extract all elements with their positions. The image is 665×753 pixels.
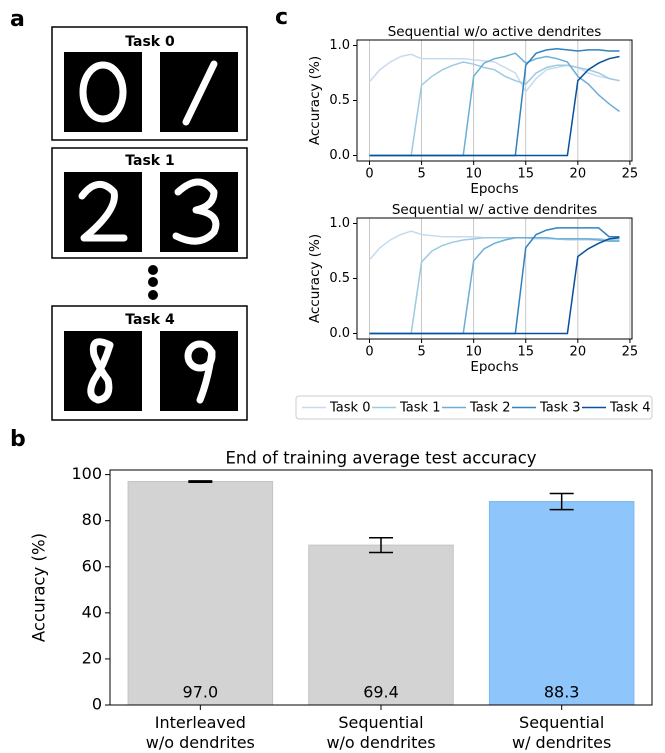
y-tick-label: 0	[92, 695, 102, 714]
legend-label: Task 3	[539, 401, 580, 416]
y-tick-label: 100	[71, 464, 102, 483]
value-label: 69.4	[363, 683, 399, 702]
task-box: Task 4	[52, 306, 247, 420]
value-label: 88.3	[544, 683, 580, 702]
line	[370, 238, 620, 334]
panel-label: a	[10, 7, 25, 32]
task-title: Task 4	[125, 312, 175, 328]
figure: a Task 0 Task 1 Task 4 c 0 5 10 15 20 25 0.0 0.5…	[0, 0, 665, 753]
x-tick-label: 15	[517, 167, 534, 182]
x-tick-line: w/o dendrites	[326, 733, 435, 752]
x-tick-label: 15	[517, 345, 534, 360]
y-axis-label: Accuracy (%)	[30, 533, 49, 642]
x-tick-label: 20	[570, 345, 587, 360]
line	[370, 238, 620, 334]
y-tick-label: 80	[82, 510, 102, 529]
x-tick-line: Sequential	[338, 713, 423, 732]
x-tick-line: Interleaved	[155, 713, 246, 732]
line	[370, 54, 620, 91]
task-box: Task 1	[52, 148, 247, 258]
y-tick-label: 0.0	[329, 148, 350, 163]
y-tick-label: 0.5	[329, 271, 350, 286]
legend-label: Task 4	[609, 401, 650, 416]
x-tick-label: 10	[465, 167, 482, 182]
legend-label: Task 0	[329, 401, 370, 416]
chart-title: End of training average test accuracy	[225, 449, 536, 468]
panel-label: c	[275, 5, 288, 30]
task-title: Task 0	[125, 34, 175, 50]
x-tick-label: 25	[622, 167, 639, 182]
line	[370, 231, 620, 260]
y-tick-label: 0.0	[329, 326, 350, 341]
y-tick-label: 0.5	[329, 93, 350, 108]
bar	[489, 502, 634, 705]
x-tick-label: 0	[365, 345, 373, 360]
value-label: 97.0	[183, 683, 219, 702]
x-axis-label: Epochs	[470, 181, 518, 197]
x-tick-label: 5	[417, 167, 425, 182]
chart-title: Sequential w/ active dendrites	[392, 202, 597, 218]
x-tick-line: w/o dendrites	[146, 733, 255, 752]
x-axis-label: Epochs	[470, 359, 518, 375]
y-axis-label: Accuracy (%)	[307, 56, 323, 145]
x-tick-label: 0	[365, 167, 373, 182]
line	[370, 49, 620, 156]
panel-label: b	[10, 427, 26, 452]
x-tick-label: 20	[570, 167, 587, 182]
task-box: Task 0	[52, 27, 247, 140]
y-tick-label: 60	[82, 556, 102, 575]
task-title: Task 1	[125, 153, 174, 169]
y-tick-label: 1.0	[329, 38, 350, 53]
y-tick-label: 1.0	[329, 216, 350, 231]
y-tick-label: 40	[82, 602, 102, 621]
x-tick-line: w/ dendrites	[512, 733, 611, 752]
x-tick-label: 25	[622, 345, 639, 360]
chart-title: Sequential w/o active dendrites	[388, 24, 602, 40]
legend: Task 0 Task 1 Task 2 Task 3 Task 4	[296, 396, 652, 419]
bar	[128, 482, 273, 705]
y-axis-label: Accuracy (%)	[307, 234, 323, 323]
bar	[309, 545, 454, 705]
legend-label: Task 2	[469, 401, 510, 416]
legend-label: Task 1	[399, 401, 440, 416]
y-tick-label: 20	[82, 648, 102, 667]
line	[370, 238, 620, 334]
line	[370, 57, 620, 156]
x-tick-line: Sequential	[519, 713, 604, 732]
x-tick-label: 10	[465, 345, 482, 360]
x-tick-label: 5	[417, 345, 425, 360]
